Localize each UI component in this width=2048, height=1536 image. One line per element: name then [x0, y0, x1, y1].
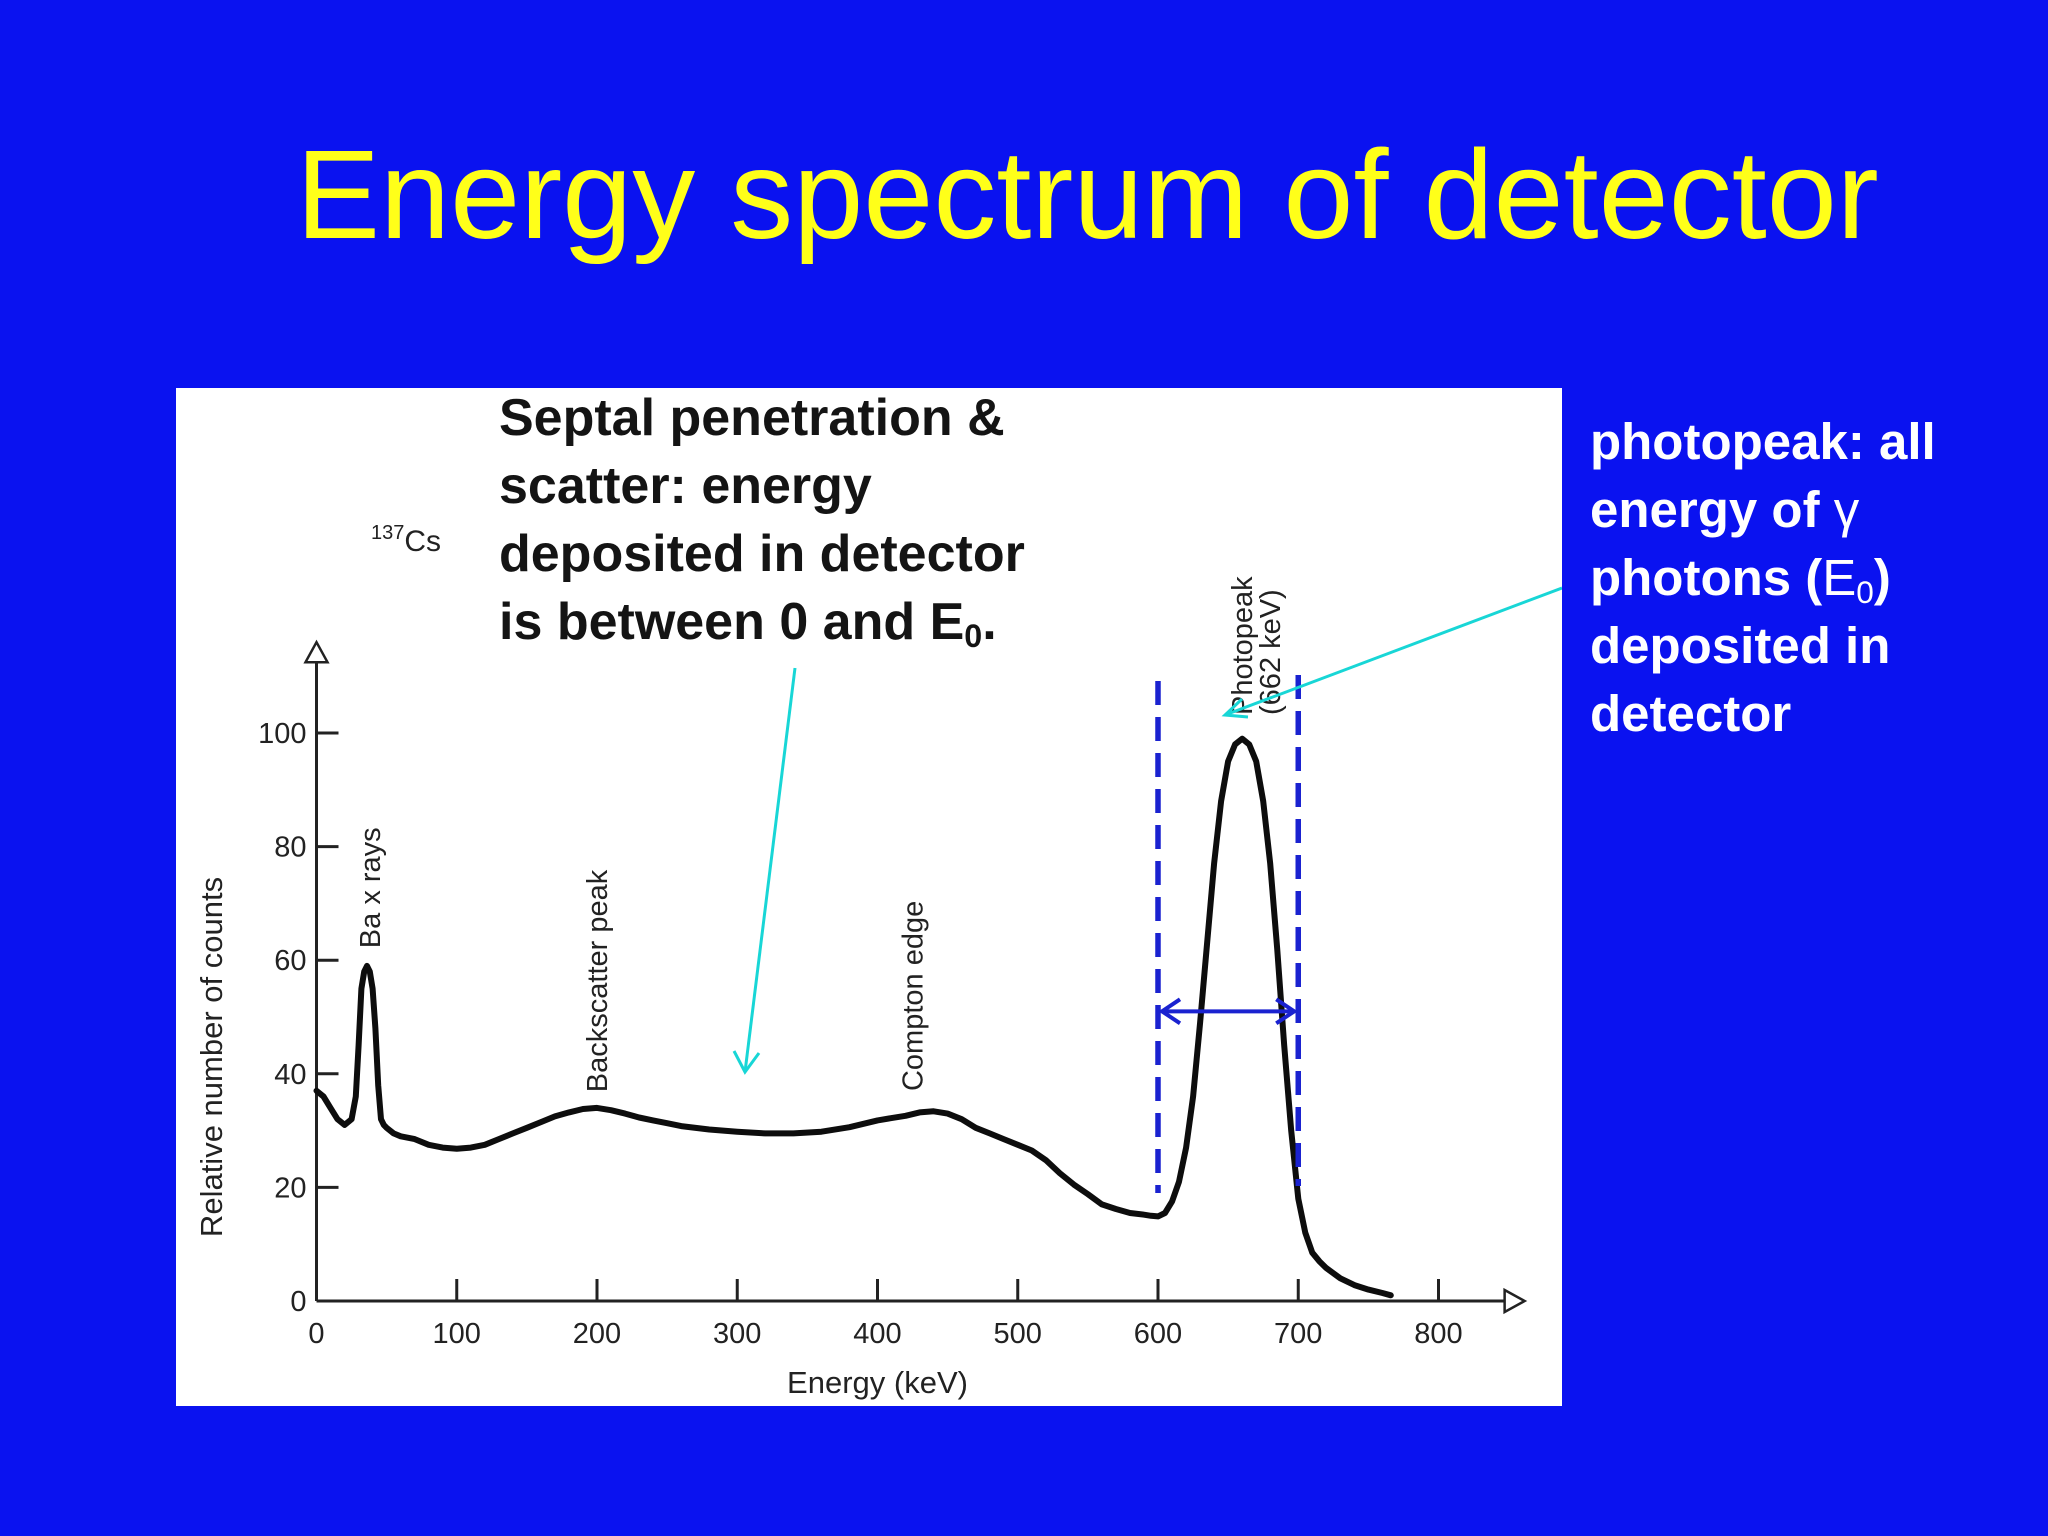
y-axis-arrowhead — [303, 639, 330, 664]
isotope-symbol: Cs — [404, 525, 441, 558]
chart-axes — [303, 639, 1528, 1315]
photopeak-note-line1: photopeak: all — [1590, 413, 1936, 470]
energy-symbol: E — [1822, 549, 1857, 606]
photopeak-arrowhead — [1221, 697, 1249, 719]
peak-labels: 137Cs Ba x rays Backscatter peak Compton ed… — [355, 522, 1287, 1092]
scatter-annotation: Septal penetration & scatter: energy dep… — [499, 384, 1025, 656]
x-axis-label: Energy (keV) — [787, 1365, 968, 1400]
photopeak-note-line5: detector — [1590, 685, 1792, 742]
y-tick-label: 100 — [258, 718, 306, 750]
x-tick-label: 600 — [1134, 1318, 1182, 1350]
backscatter-peak-label: Backscatter peak — [582, 869, 614, 1092]
y-tick-label: 0 — [290, 1286, 306, 1318]
scatter-note-line2: scatter: energy — [499, 457, 872, 515]
x-tick-label: 400 — [853, 1318, 901, 1350]
y-tick-label: 20 — [274, 1172, 306, 1204]
isotope-label: 137Cs — [371, 522, 441, 558]
scatter-note-period: . — [982, 593, 997, 651]
scatter-note-line4: is between 0 and E0. — [499, 588, 1025, 656]
compton-edge-label: Compton edge — [898, 901, 930, 1091]
slide-title: Energy spectrum of detector — [296, 124, 1879, 265]
x-tick-label: 500 — [994, 1318, 1042, 1350]
photopeak-annotation: photopeak: all energy of γ photons (E0) … — [1590, 408, 1936, 748]
y-tick-label: 60 — [274, 945, 306, 977]
annotation-arrows — [732, 586, 1562, 1075]
scatter-note-subscript: 0 — [964, 618, 983, 655]
spectrum-curve — [313, 735, 1394, 1299]
ba-xray-label: Ba x rays — [355, 827, 387, 948]
spectrum-chart: 0 100 200 300 400 500 600 700 800 0 20 40 60 80 100 Ene… — [194, 522, 1562, 1400]
photopeak-note-line2: energy of γ — [1590, 476, 1936, 544]
chart-ticks: 0 100 200 300 400 500 600 700 800 0 20 40 60 80 100 Ene… — [194, 718, 1463, 1400]
energy-subscript: 0 — [1856, 573, 1874, 610]
window-arrowhead-left — [1158, 997, 1182, 1025]
scatter-note-line4-text: is between 0 and E — [499, 593, 965, 651]
photopeak-note-paren: ) — [1873, 549, 1891, 606]
gamma-symbol: γ — [1833, 481, 1860, 538]
x-tick-label: 800 — [1414, 1318, 1462, 1350]
scatter-arrowhead — [732, 1050, 761, 1075]
scatter-note-line3: deposited in detector — [499, 525, 1025, 583]
photopeak-note-line3: photons (E0) — [1590, 544, 1936, 612]
curve-layer — [313, 735, 1394, 1299]
chart-panel: 0 100 200 300 400 500 600 700 800 0 20 40 60 80 100 Ene… — [176, 388, 1562, 1406]
photopeak-label: Photopeak — [1227, 576, 1259, 715]
x-tick-label: 0 — [308, 1318, 324, 1350]
photopeak-note-line2-text: energy of — [1590, 481, 1834, 538]
x-tick-label: 100 — [433, 1318, 481, 1350]
y-axis-label: Relative number of counts — [194, 877, 229, 1237]
y-tick-label: 80 — [274, 832, 306, 864]
photopeak-note-line4: deposited in — [1590, 617, 1891, 674]
x-axis-arrowhead — [1503, 1287, 1528, 1315]
x-tick-label: 700 — [1274, 1318, 1322, 1350]
isotope-mass-number: 137 — [371, 522, 404, 544]
x-tick-label: 200 — [573, 1318, 621, 1350]
window-arrowhead-right — [1275, 997, 1298, 1025]
y-tick-label: 40 — [274, 1059, 306, 1091]
photopeak-arrow — [1224, 586, 1562, 717]
photopeak-note-line3-text: photons ( — [1590, 549, 1823, 606]
scatter-arrow — [743, 667, 797, 1073]
x-tick-label: 300 — [713, 1318, 761, 1350]
scatter-note-line1: Septal penetration & — [499, 389, 1005, 447]
energy-window — [1155, 675, 1301, 1193]
